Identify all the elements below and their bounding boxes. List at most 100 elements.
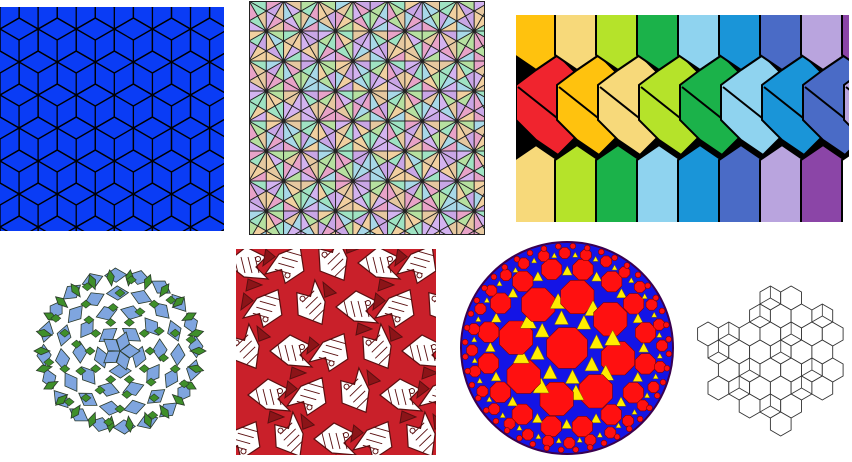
- fish-motif: [306, 332, 349, 373]
- rhombus-edge: [152, 160, 172, 173]
- rhombus-edge: [171, 94, 191, 107]
- fish-stripe: [239, 340, 252, 353]
- star-spoke: [759, 315, 771, 323]
- rhombus-edge: [37, 127, 58, 140]
- rhombus-edge: [37, 28, 58, 41]
- white-fish: [362, 322, 392, 370]
- yellow-triangle: [628, 276, 635, 283]
- fish-stripe: [410, 262, 427, 269]
- fish-motif: [394, 249, 436, 285]
- fish-stripe: [284, 344, 290, 362]
- dark-red-fin: [432, 412, 436, 430]
- rhombus-edge: [133, 160, 153, 173]
- white-fish: [335, 290, 380, 324]
- star-spoke: [749, 315, 761, 323]
- rhombus-edge: [113, 61, 134, 74]
- white-fish: [379, 378, 424, 412]
- red-octagon: [654, 361, 666, 373]
- pastel-rhombus: [404, 1, 424, 12]
- rhombus-edge: [37, 226, 47, 231]
- panel-border: [249, 1, 485, 235]
- dart-tile: [185, 335, 197, 345]
- dart-tile: [143, 273, 153, 291]
- dark-red-fin: [344, 249, 360, 254]
- bottom-hexagon: [759, 143, 805, 222]
- yellow-triangle: [507, 287, 519, 298]
- rhombus-edge: [133, 28, 153, 41]
- fish-eye: [284, 272, 291, 279]
- red-octagon: [466, 344, 478, 357]
- dart-tile: [125, 415, 134, 433]
- red-octagon: [540, 415, 562, 437]
- rhombus-edge: [190, 193, 210, 206]
- white-fish: [428, 278, 436, 326]
- dart-tile: [138, 364, 150, 373]
- red-octagon: [468, 381, 475, 389]
- fish-stripe: [322, 350, 339, 357]
- rhombus-edge: [94, 61, 115, 74]
- yellow-triangle: [576, 314, 592, 330]
- fish-stripe: [352, 390, 366, 403]
- red-octagon: [500, 269, 512, 282]
- dart-tile: [147, 410, 159, 420]
- red-octagon: [474, 303, 487, 315]
- dart-tile: [188, 346, 207, 356]
- penrose-tile-group: [67, 305, 83, 324]
- fish-stripe: [278, 262, 295, 269]
- fish-stripe: [374, 346, 388, 359]
- dark-red-fin: [267, 410, 286, 424]
- dart-tile: [54, 393, 69, 406]
- red-octagon: [587, 444, 594, 451]
- dart-tile: [165, 295, 177, 305]
- fish-motif: [372, 288, 415, 329]
- red-octagon: [580, 249, 592, 261]
- star-spoke: [738, 387, 750, 395]
- fish-eye: [343, 432, 349, 438]
- outline-hexagon: [769, 411, 792, 437]
- diagonal-divider: [804, 86, 849, 124]
- pastel-rhombus: [300, 1, 320, 12]
- yellow-triangle: [483, 296, 491, 303]
- fish-stripe: [350, 300, 356, 318]
- rhombus-edge: [94, 94, 115, 107]
- dart-tile: [87, 411, 97, 429]
- rhombus-edge: [29, 226, 39, 231]
- red-octagon: [600, 255, 612, 268]
- red-octagon: [663, 365, 670, 372]
- red-octagon: [464, 324, 471, 331]
- dart-tile: [143, 411, 153, 429]
- fish-stripe: [246, 352, 259, 365]
- fish-stripe: [401, 388, 407, 406]
- fish-motif: [428, 278, 436, 326]
- red-octagon: [481, 284, 488, 292]
- dart-tile: [159, 283, 170, 298]
- yellow-triangle: [638, 342, 650, 353]
- red-octagon: [521, 428, 534, 441]
- white-fish: [236, 249, 270, 280]
- fish-stripe: [277, 344, 283, 362]
- pastel-rhombus: [439, 1, 458, 12]
- dart-tile: [125, 275, 137, 285]
- fish-stripe: [349, 384, 362, 397]
- red-octagon: [572, 259, 594, 281]
- star-spoke: [728, 333, 740, 341]
- yellow-triangle: [561, 265, 573, 276]
- fish-eye: [343, 383, 350, 390]
- kite-tile: [123, 399, 146, 415]
- rhombus-edge: [56, 61, 77, 74]
- dart-tile: [63, 397, 75, 407]
- red-octagon: [656, 339, 668, 352]
- rhombus-edge: [113, 127, 134, 140]
- red-octagon: [593, 302, 628, 337]
- rhombus-edge: [37, 193, 58, 206]
- pastel-rhombus-star-tiling: [249, 1, 485, 235]
- yellow-triangle: [652, 373, 659, 379]
- red-octagon: [659, 307, 666, 315]
- rhombus-edge: [18, 160, 39, 173]
- pastel-rhombus: [369, 1, 389, 12]
- dart-tile: [169, 364, 181, 374]
- rhombus-edge: [37, 160, 58, 173]
- red-octagon: [623, 262, 630, 269]
- red-octagon: [584, 245, 591, 252]
- fish-stripe: [281, 256, 298, 263]
